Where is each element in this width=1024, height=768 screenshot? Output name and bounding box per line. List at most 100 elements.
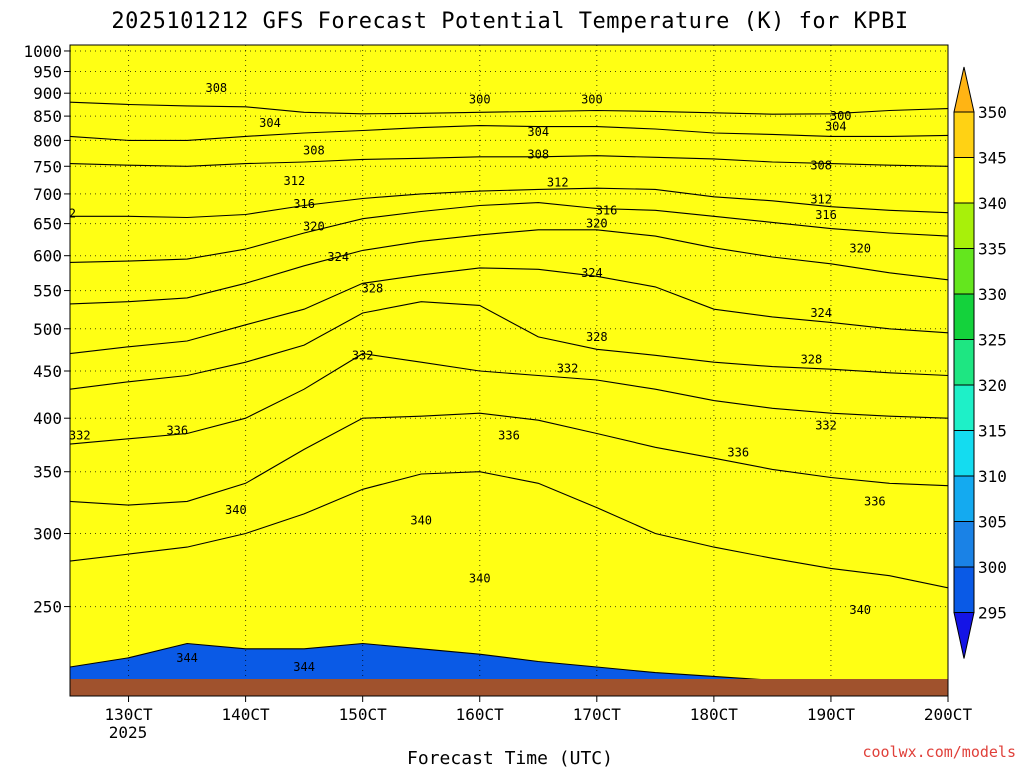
theta-band-344 (70, 45, 948, 692)
contour-label-316: 316 (293, 197, 315, 211)
contour-label-304: 304 (6, 125, 28, 139)
contour-label-308: 308 (49, 160, 71, 174)
x-tick-150CT: 150CT (339, 705, 388, 724)
y-tick-400: 400 (33, 409, 62, 428)
colorbar-label-335: 335 (978, 240, 1007, 259)
x-tick-190CT: 190CT (807, 705, 856, 724)
isentrope-contours (70, 101, 948, 693)
x-tick-130CT: 130CT (104, 705, 153, 724)
y-tick-700: 700 (33, 185, 62, 204)
colorbar-label-345: 345 (978, 149, 1007, 168)
isentrope-316 (70, 202, 948, 263)
contour-label-328: 328 (362, 281, 384, 295)
contour-label-332: 332 (557, 361, 579, 375)
contour-label-308: 308 (303, 144, 325, 158)
x-tick-170CT: 170CT (573, 705, 622, 724)
colorbar-segment-315 (953, 384, 975, 431)
contour-label-320: 320 (303, 220, 325, 234)
colorbar-top-arrow (953, 66, 975, 113)
ground-surface (70, 679, 948, 696)
x-tick-160CT: 160CT (456, 705, 505, 724)
contour-label-300: 300 (830, 109, 852, 123)
contour-label-316: 316 (596, 203, 618, 217)
contour-label-340: 340 (410, 513, 432, 527)
contour-label-300: 300 (469, 92, 491, 106)
y-tick-350: 350 (33, 463, 62, 482)
contour-labels: 344 344 340 340 340 340 336 336 336 336 332 332 332 3… (6, 81, 886, 674)
contour-label-344: 344 (176, 651, 198, 665)
isentrope-308 (70, 155, 948, 167)
contour-label-328: 328 (586, 330, 608, 344)
y-tick-300: 300 (33, 524, 62, 543)
contour-label-332: 332 (352, 348, 374, 362)
isentrope-340 (70, 471, 948, 589)
isentrope-300 (70, 101, 948, 115)
pressure-axis: 1000 950 900 850 800 750 700 650 600 550 500 450 400… (23, 42, 70, 617)
colorbar-bottom-arrow (953, 612, 975, 659)
contour-label-324: 324 (810, 306, 832, 320)
contour-label-336: 336 (166, 423, 188, 437)
contour-label-312: 312 (547, 176, 569, 190)
isentrope-304 (70, 125, 948, 141)
contour-label-332: 332 (815, 418, 837, 432)
contour-label-344: 344 (293, 660, 315, 674)
y-tick-450: 450 (33, 362, 62, 381)
contour-label-340: 340 (225, 503, 247, 517)
colorbar-segment-325 (953, 293, 975, 340)
colorbar-segment-300 (953, 521, 975, 568)
colorbar-label-305: 305 (978, 513, 1007, 532)
plot-area: 344 344 340 340 340 340 336 336 336 336 332 332 332 3… (6, 45, 948, 696)
y-tick-250: 250 (33, 598, 62, 617)
x-tick-180CT: 180CT (690, 705, 739, 724)
isentrope-324 (70, 267, 948, 355)
contour-label-312: 312 (284, 174, 306, 188)
y-tick-1000: 1000 (23, 42, 62, 61)
contour-label-340: 340 (849, 603, 871, 617)
colorbar-segment-330 (953, 248, 975, 295)
y-tick-500: 500 (33, 320, 62, 339)
contour-label-304: 304 (259, 116, 281, 130)
y-tick-900: 900 (33, 84, 62, 103)
y-tick-650: 650 (33, 215, 62, 234)
contour-label-316: 316 (815, 208, 837, 222)
y-tick-850: 850 (33, 107, 62, 126)
y-tick-550: 550 (33, 282, 62, 301)
colorbar-segment-310 (953, 430, 975, 477)
contour-label-336: 336 (498, 429, 520, 443)
contour-label-308: 308 (527, 148, 549, 162)
colorbar-segment-320 (953, 339, 975, 386)
y-tick-750: 750 (33, 157, 62, 176)
colorbar-segment-340 (953, 157, 975, 204)
contour-label-320: 320 (586, 217, 608, 231)
x-tick-140CT: 140CT (222, 705, 271, 724)
colorbar-label-295: 295 (978, 604, 1007, 623)
contour-label-340: 340 (469, 572, 491, 586)
colorbar-label-350: 350 (978, 103, 1007, 122)
y-tick-800: 800 (33, 131, 62, 150)
year-label: 2025 (109, 723, 148, 742)
contour-label-336: 336 (864, 494, 886, 508)
isentrope-332 (70, 353, 948, 445)
y-tick-600: 600 (33, 247, 62, 266)
colorbar-segment-335 (953, 202, 975, 249)
isentrope-328 (70, 301, 948, 390)
contour-label-312: 312 (54, 206, 76, 220)
x-axis-label: Forecast Time (UTC) (407, 748, 613, 768)
colorbar-label-320: 320 (978, 376, 1007, 395)
colorbar-segment-345 (953, 111, 975, 158)
contour-label-328: 328 (801, 353, 823, 367)
chart-title: 2025101212 GFS Forecast Potential Temper… (111, 9, 908, 34)
contour-label-304: 304 (825, 120, 847, 134)
x-tick-200CT: 200CT (924, 705, 973, 724)
contour-label-324: 324 (327, 250, 349, 264)
colorbar-segment-295 (953, 566, 975, 613)
grid-lines (70, 45, 948, 696)
contour-label-308: 308 (205, 81, 227, 95)
colorbar-label-325: 325 (978, 331, 1007, 350)
colorbar-label-330: 330 (978, 285, 1007, 304)
contour-label-336: 336 (727, 446, 749, 460)
colorbar-label-315: 315 (978, 422, 1007, 441)
colorbar: 295 300 305 310 315 320 325 330 335 340 345 350 (953, 66, 1007, 659)
contour-label-332: 332 (69, 429, 91, 443)
